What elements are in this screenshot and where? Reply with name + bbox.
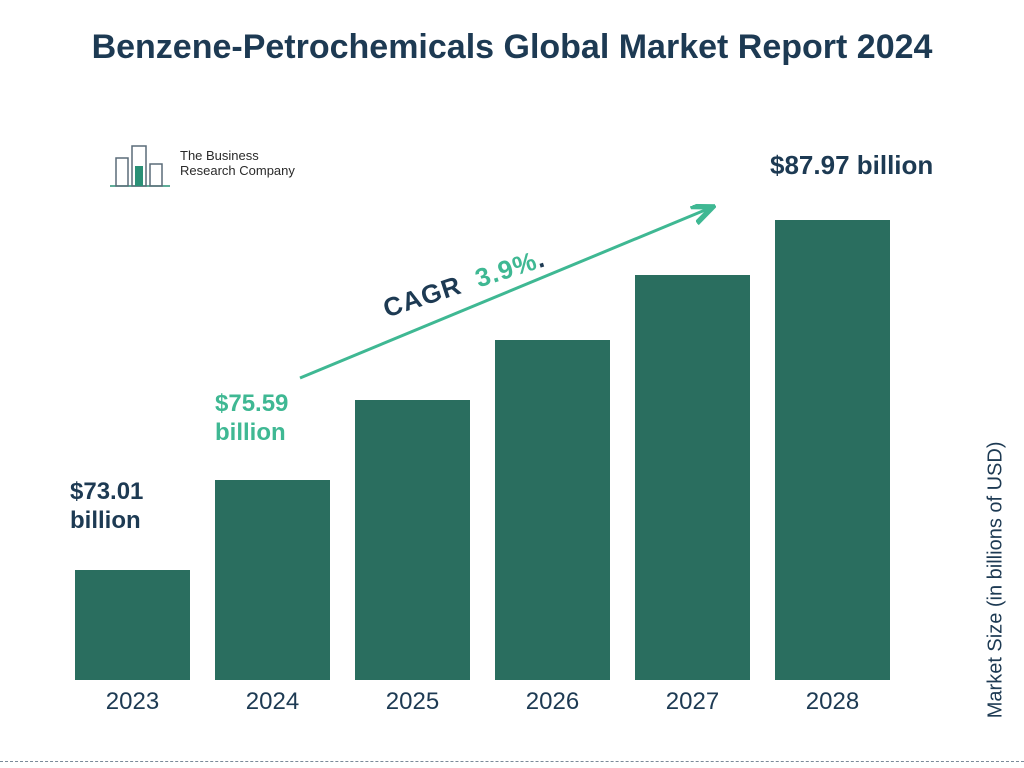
footer-divider: [0, 761, 1024, 762]
trend-arrow-icon: [0, 0, 1024, 768]
